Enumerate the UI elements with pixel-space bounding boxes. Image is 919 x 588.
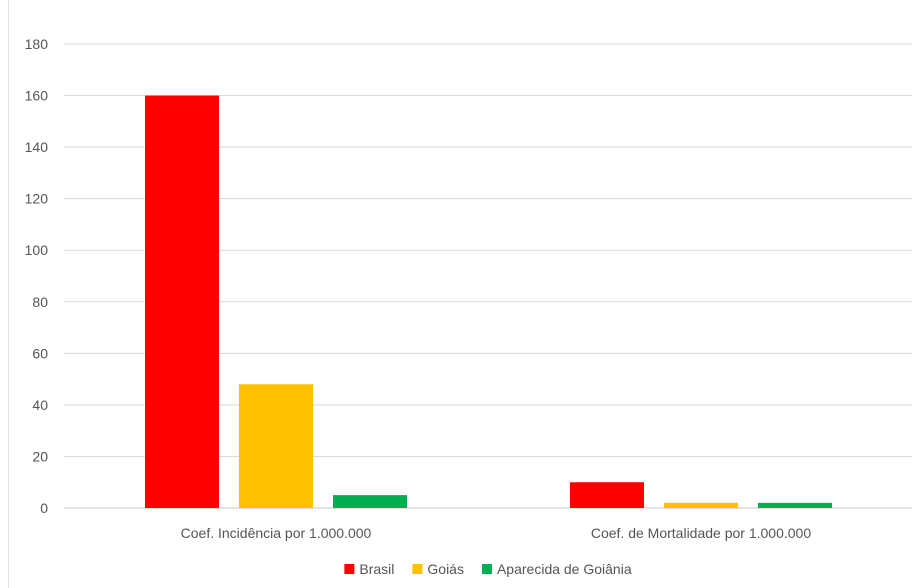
bar bbox=[664, 502, 738, 508]
y-axis-ticks: 0 20 40 60 80 100 120 140 160 180 bbox=[25, 36, 49, 516]
legend-swatch bbox=[481, 564, 492, 574]
legend-item: Brasil bbox=[344, 561, 394, 577]
legend-swatch bbox=[412, 564, 423, 574]
legend-label: Brasil bbox=[359, 561, 394, 577]
y-tick-label: 140 bbox=[25, 139, 49, 155]
y-tick-label: 100 bbox=[25, 242, 49, 258]
legend-item: Goiás bbox=[412, 561, 464, 577]
y-tick-label: 120 bbox=[25, 191, 49, 207]
category-label: Coef. de Mortalidade por 1.000.000 bbox=[591, 525, 811, 541]
bar bbox=[239, 384, 313, 508]
bar bbox=[570, 482, 644, 508]
y-tick-label: 40 bbox=[32, 397, 48, 413]
y-tick-label: 160 bbox=[25, 88, 49, 104]
category-label: Coef. Incidência por 1.000.000 bbox=[181, 525, 372, 541]
legend: Brasil Goiás Aparecida de Goiânia bbox=[344, 561, 632, 577]
bar bbox=[333, 495, 407, 508]
bars bbox=[145, 95, 832, 509]
legend-label: Aparecida de Goiânia bbox=[497, 561, 632, 577]
y-tick-label: 80 bbox=[32, 294, 48, 310]
y-tick-label: 20 bbox=[32, 448, 48, 464]
y-tick-label: 180 bbox=[25, 36, 49, 52]
bar bbox=[145, 95, 219, 509]
y-tick-label: 0 bbox=[40, 500, 48, 516]
legend-item: Aparecida de Goiânia bbox=[481, 561, 632, 577]
legend-swatch bbox=[344, 564, 355, 574]
left-border bbox=[8, 0, 9, 588]
x-axis-categories: Coef. Incidência por 1.000.000 Coef. de M… bbox=[181, 525, 812, 541]
bar bbox=[758, 502, 832, 508]
y-tick-label: 60 bbox=[32, 345, 48, 361]
legend-label: Goiás bbox=[427, 561, 464, 577]
